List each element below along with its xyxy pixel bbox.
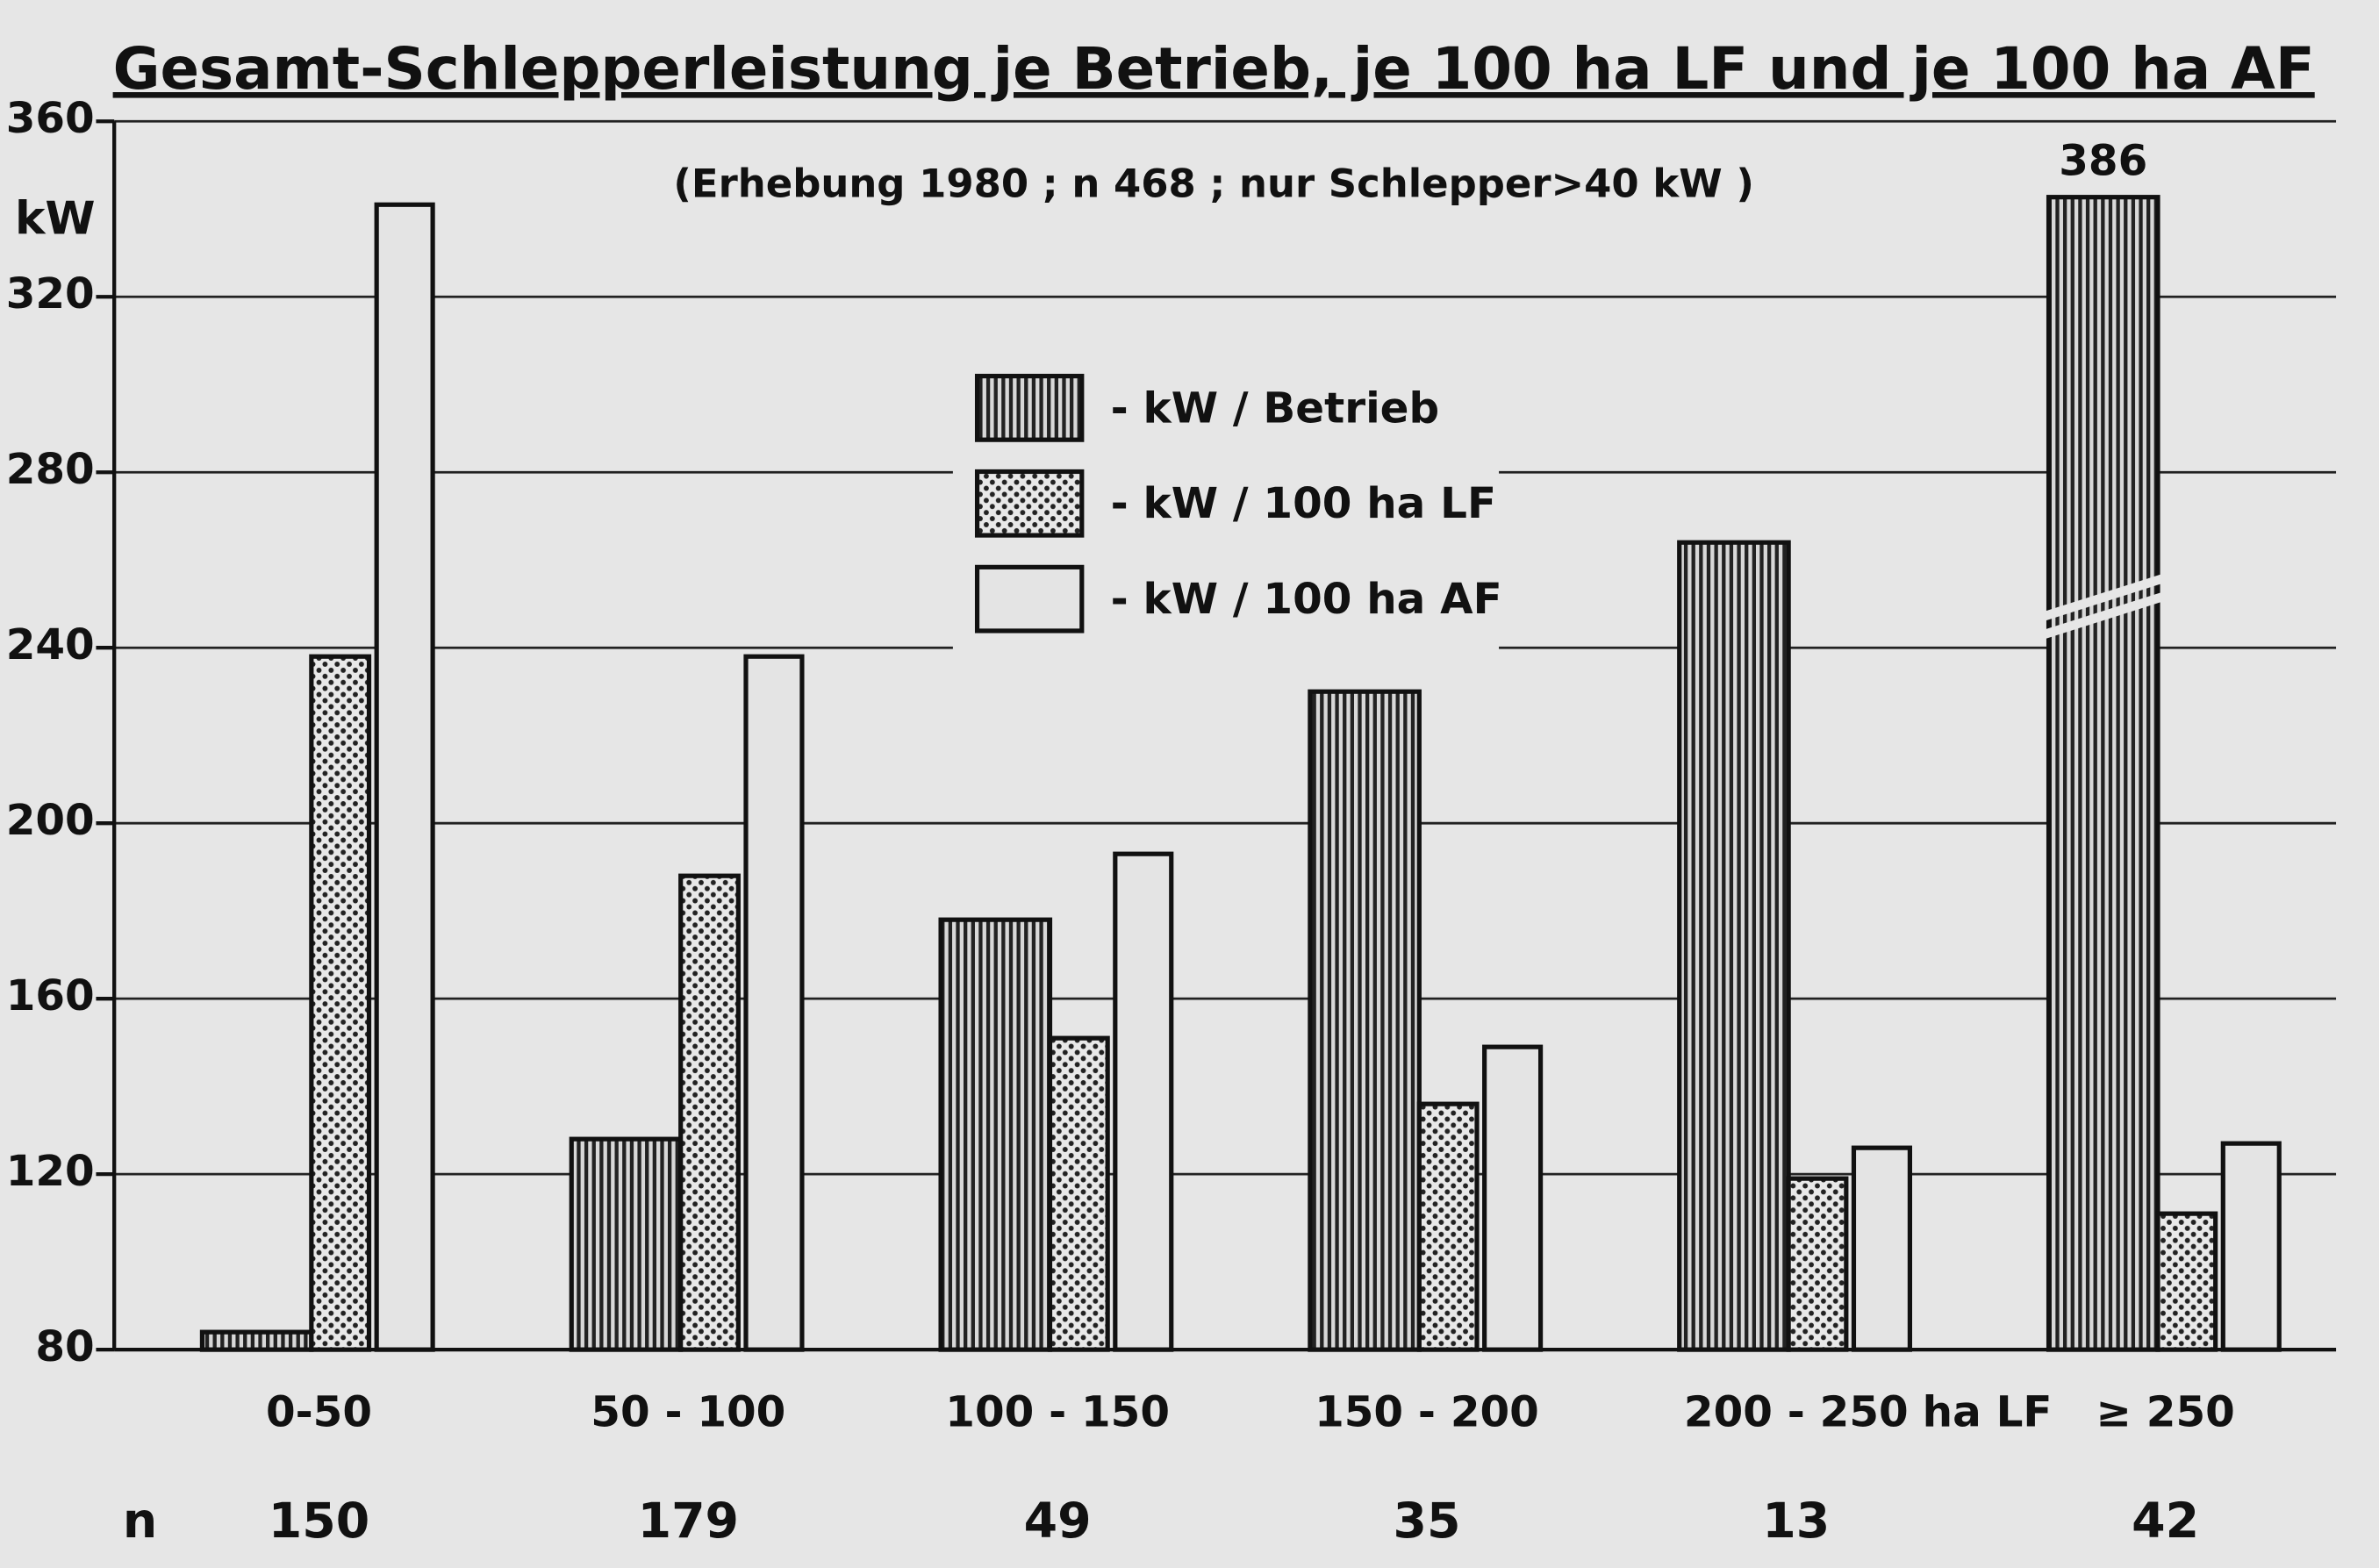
legend-label: - kW / 100 ha LF bbox=[1111, 479, 1496, 528]
n-label: n bbox=[123, 1493, 157, 1550]
bar bbox=[2046, 195, 2160, 1352]
y-tick-label: 280 bbox=[6, 445, 95, 494]
bar bbox=[1047, 1035, 1110, 1352]
legend-label: - kW / 100 ha AF bbox=[1111, 575, 1502, 624]
bar bbox=[2155, 1211, 2218, 1352]
n-value: 42 bbox=[2132, 1493, 2199, 1550]
data-label: 386 bbox=[2059, 137, 2147, 186]
x-tick-label: 0-50 bbox=[266, 1387, 372, 1436]
y-tick-label: 240 bbox=[6, 620, 95, 669]
n-value: 35 bbox=[1393, 1493, 1460, 1550]
chart-title: Gesamt-Schlepperleistung je Betrieb, je … bbox=[113, 36, 2315, 103]
bar bbox=[1416, 1101, 1480, 1352]
y-axis-label: kW bbox=[15, 192, 96, 245]
x-tick-label: 150 - 200 bbox=[1315, 1387, 1539, 1436]
x-tick-label: 50 - 100 bbox=[591, 1387, 785, 1436]
axis-break bbox=[2035, 590, 2172, 641]
n-value: 13 bbox=[1762, 1493, 1830, 1550]
n-value: 179 bbox=[638, 1493, 739, 1550]
bar bbox=[309, 654, 372, 1352]
chart-subtitle: (Erhebung 1980 ; n 468 ; nur Schlepper>4… bbox=[673, 161, 1754, 207]
bar bbox=[678, 873, 741, 1352]
y-tick-label: 320 bbox=[6, 269, 95, 319]
bar bbox=[374, 202, 435, 1352]
y-tick-label: 80 bbox=[35, 1322, 94, 1371]
legend-swatch bbox=[974, 469, 1085, 538]
legend-swatch bbox=[974, 374, 1085, 442]
x-tick-label: ≥ 250 bbox=[2096, 1387, 2234, 1436]
x-tick-label: 200 - 250 bbox=[1684, 1387, 1909, 1436]
legend-label: - kW / Betrieb bbox=[1111, 383, 1439, 433]
bar bbox=[569, 1136, 684, 1352]
y-tick-label: 160 bbox=[6, 971, 95, 1020]
n-value: 150 bbox=[269, 1493, 369, 1550]
x-tick-label: 100 - 150 bbox=[945, 1387, 1170, 1436]
legend-swatch bbox=[974, 564, 1085, 634]
bar bbox=[938, 917, 1053, 1352]
n-value: 49 bbox=[1024, 1493, 1092, 1550]
bar bbox=[2220, 1141, 2282, 1352]
bars: 0-50 150 50 - 100 179 100 - 150 49 150 - 200 35… bbox=[199, 137, 2282, 1550]
x-unit-label: ha LF bbox=[1923, 1387, 2053, 1436]
axis-break bbox=[2035, 571, 2172, 624]
bar bbox=[1786, 1176, 1849, 1352]
bar bbox=[199, 1329, 314, 1352]
y-tick-label: 120 bbox=[6, 1147, 95, 1196]
grid: 80 120 160 200 240 280 320 360 bbox=[6, 94, 2337, 1371]
bar bbox=[1482, 1044, 1544, 1352]
bar bbox=[743, 654, 805, 1352]
bar bbox=[1851, 1145, 1913, 1352]
y-tick-label: 200 bbox=[6, 796, 95, 845]
bar bbox=[1113, 851, 1174, 1352]
y-tick-label: 360 bbox=[6, 94, 95, 143]
bar bbox=[1677, 540, 1791, 1352]
bar bbox=[1308, 689, 1422, 1352]
legend: - kW / Betrieb - kW / 100 ha LF - kW / 100… bbox=[952, 351, 1502, 655]
